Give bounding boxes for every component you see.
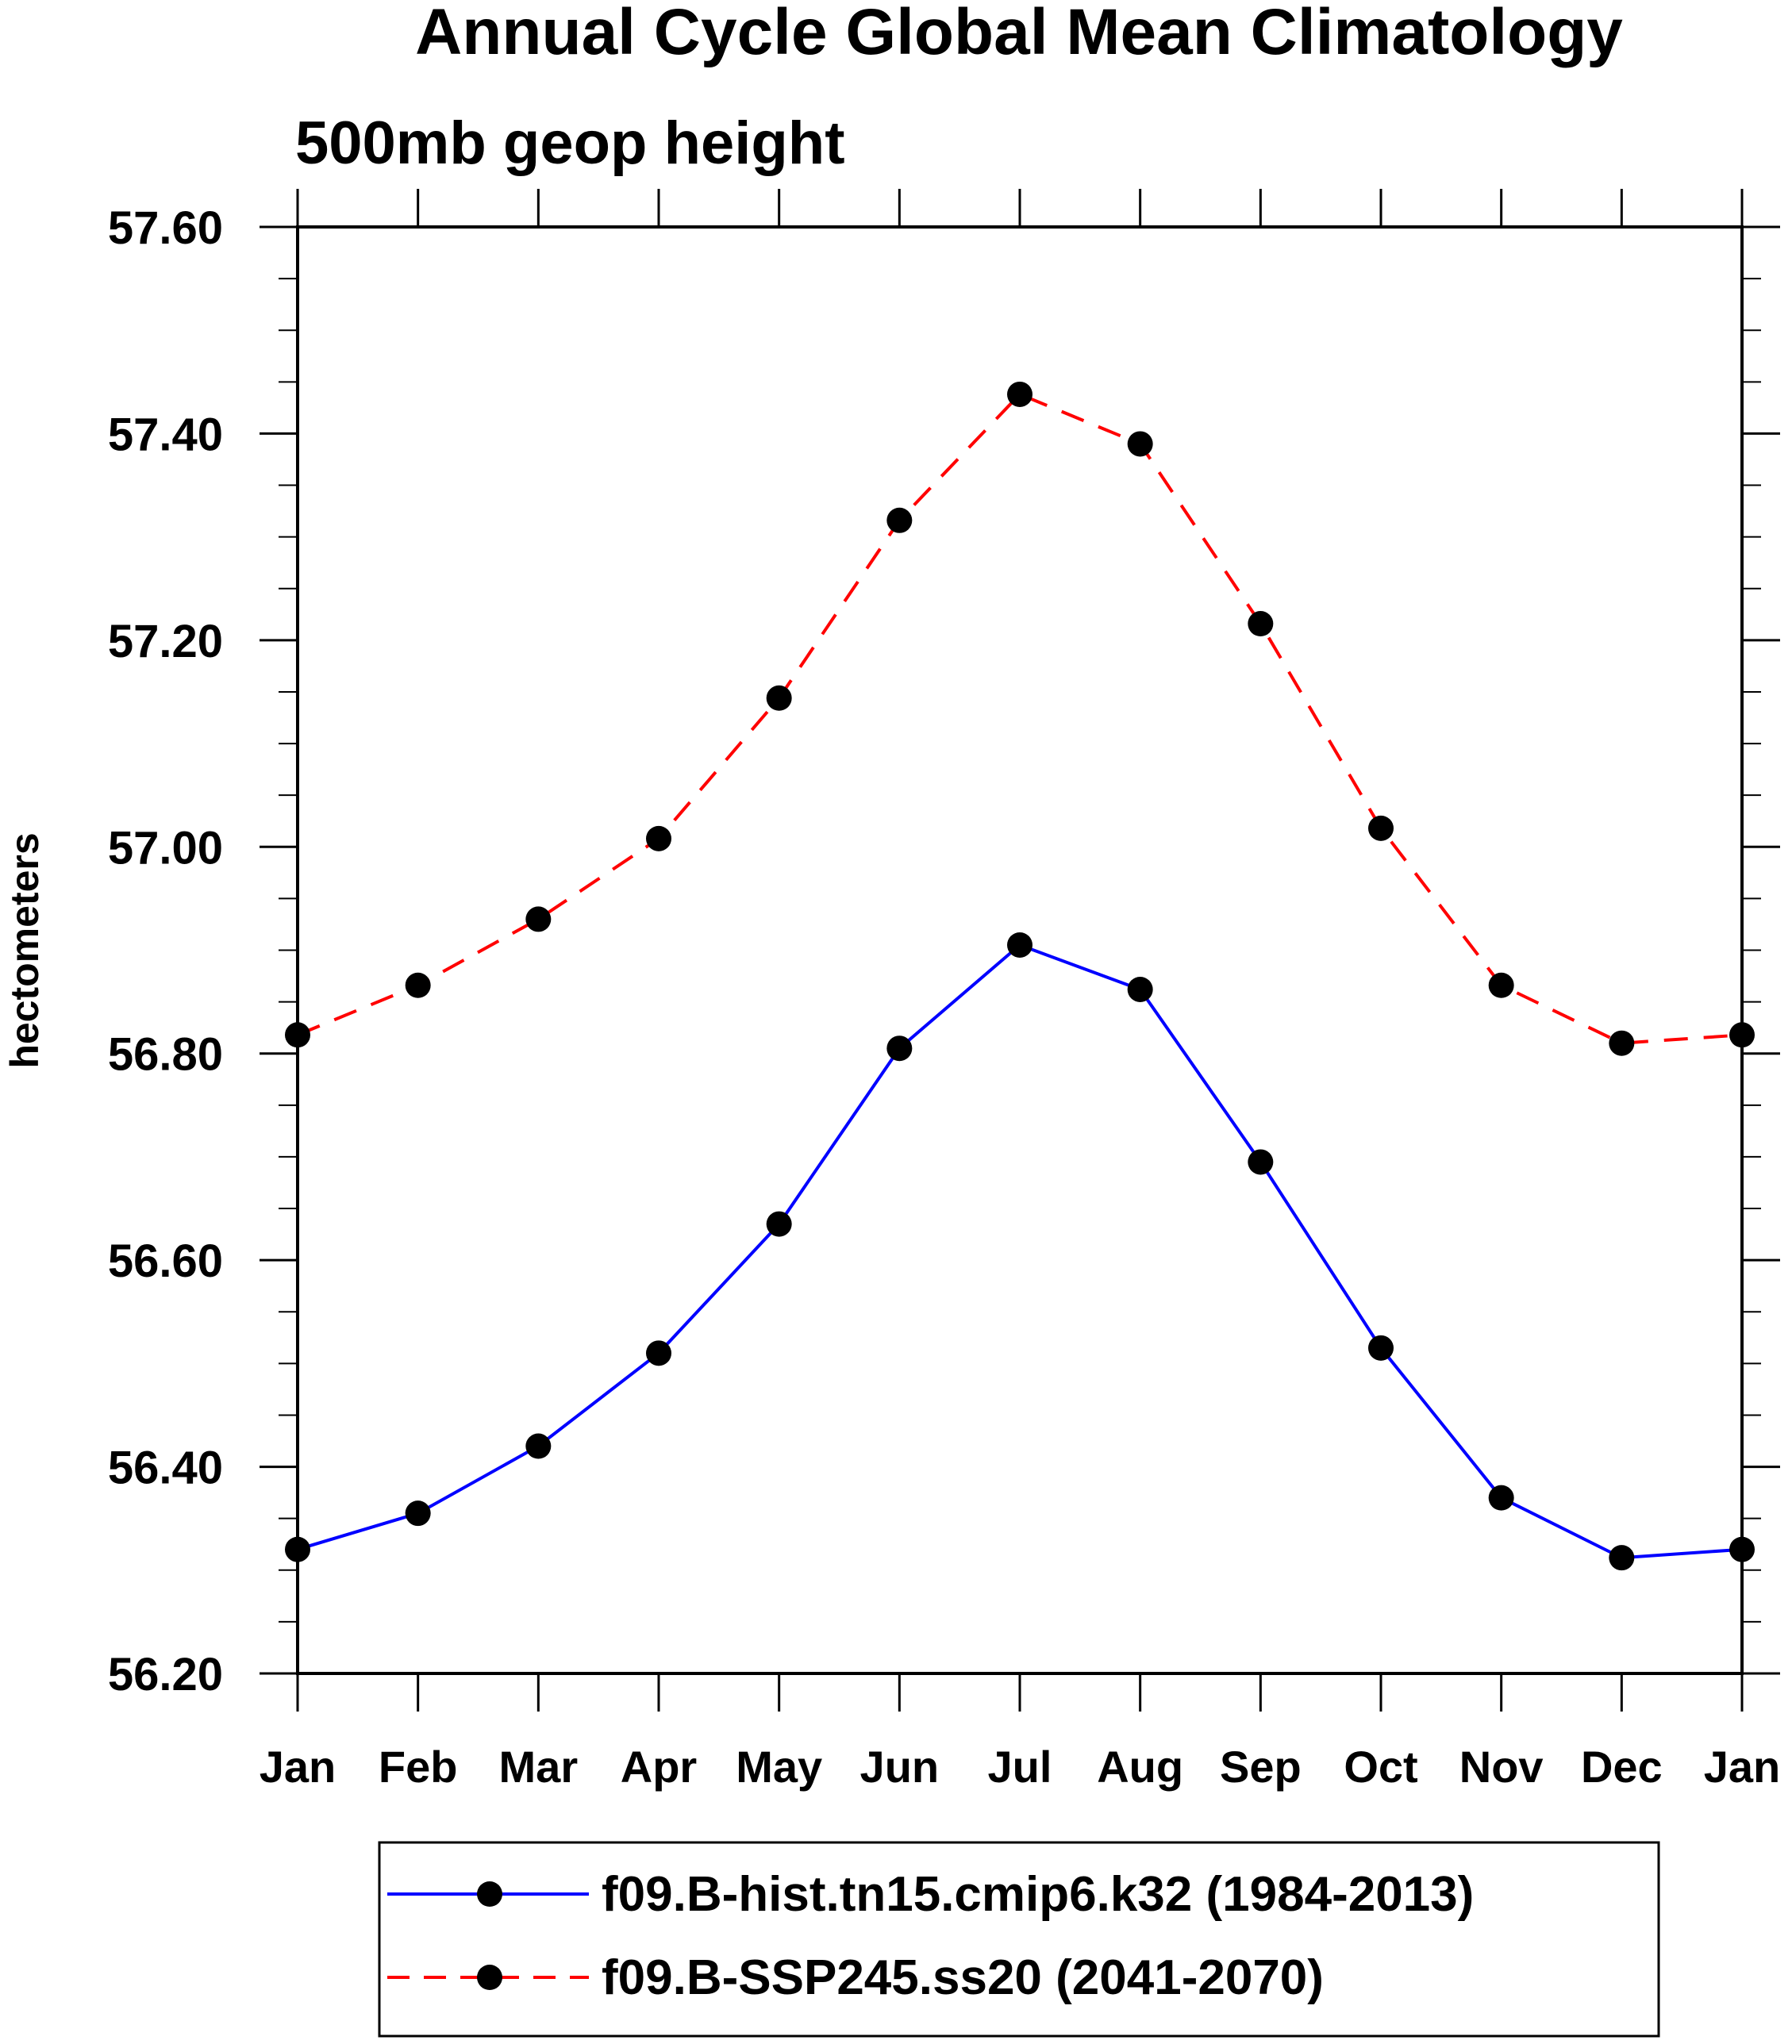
data-point: [1127, 976, 1153, 1002]
data-point: [405, 1500, 431, 1527]
data-point: [1127, 431, 1153, 457]
data-point: [1248, 1149, 1274, 1175]
y-axis-label: hectometers: [2, 832, 47, 1068]
y-tick-label: 56.20: [108, 1649, 223, 1700]
x-tick-label: Apr: [621, 1742, 697, 1792]
data-point: [1007, 381, 1033, 407]
data-point: [1368, 815, 1394, 841]
legend-label-ssp245: f09.B-SSP245.ss20 (2041-2070): [602, 1950, 1324, 2005]
x-tick-label: May: [736, 1742, 822, 1792]
y-tick-label: 57.00: [108, 822, 223, 874]
x-tick-label: Jun: [860, 1742, 940, 1792]
x-tick-label: Aug: [1097, 1742, 1183, 1792]
y-tick-label: 56.60: [108, 1235, 223, 1287]
data-point: [1368, 1335, 1394, 1361]
data-point: [766, 1211, 792, 1237]
data-point: [646, 1340, 671, 1366]
x-tick-label: Nov: [1459, 1742, 1544, 1792]
axis-ticks: [260, 189, 1780, 1712]
plot-frame: [296, 225, 1744, 1675]
y-tick-label: 56.40: [108, 1443, 223, 1494]
y-tick-label: 57.60: [108, 202, 223, 254]
data-point: [1488, 1485, 1514, 1511]
x-tick-label: Dec: [1581, 1742, 1663, 1792]
data-point: [1609, 1030, 1635, 1056]
x-tick-label: Jul: [988, 1742, 1052, 1792]
x-tick-label: Jan: [1704, 1742, 1781, 1792]
x-tick-label: Jan: [260, 1742, 336, 1792]
data-point: [1609, 1545, 1635, 1571]
data-point: [1248, 611, 1274, 637]
y-tick-label: 57.20: [108, 616, 223, 667]
x-tick-labels: Jan Feb Mar Apr May Jun Jul Aug Sep Oct Nov Dec Jan: [260, 1742, 1781, 1792]
legend-label-hist: f09.B-hist.tn15.cmip6.k32 (1984-2013): [602, 1867, 1474, 1922]
x-tick-label: Mar: [499, 1742, 579, 1792]
legend-marker-ssp245: [477, 1965, 502, 1990]
data-point: [525, 1433, 552, 1459]
data-point: [525, 906, 552, 932]
data-point: [766, 685, 792, 711]
data-point: [1007, 932, 1033, 958]
x-tick-label: Sep: [1220, 1742, 1302, 1792]
y-tick-label: 57.40: [108, 409, 223, 460]
chart-subtitle: 500mb geop height: [295, 110, 845, 177]
x-tick-label: Oct: [1344, 1742, 1417, 1792]
y-tick-label: 56.80: [108, 1029, 223, 1081]
legend: f09.B-hist.tn15.cmip6.k32 (1984-2013) f0…: [378, 1841, 1660, 2038]
legend-marker-hist: [477, 1881, 502, 1907]
data-point: [886, 507, 913, 533]
x-tick-label: Feb: [379, 1742, 458, 1792]
legend-box: [378, 1841, 1660, 2038]
data-point: [1488, 972, 1514, 998]
data-point: [646, 825, 671, 851]
y-tick-labels: 56.20 56.40 56.60 56.80 57.00 57.20 57.40 57.60: [108, 202, 223, 1700]
chart-title: Annual Cycle Global Mean Climatology: [415, 0, 1623, 68]
data-point: [405, 972, 431, 998]
data-point: [886, 1035, 913, 1062]
